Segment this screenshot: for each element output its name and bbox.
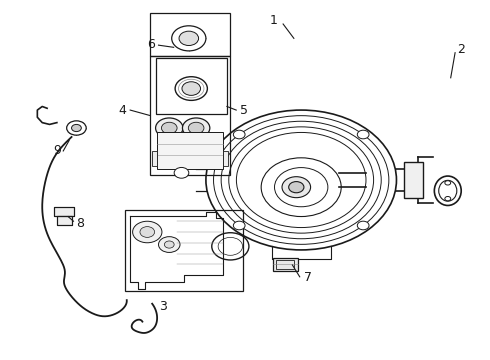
- Circle shape: [161, 122, 177, 134]
- Circle shape: [175, 77, 207, 100]
- Circle shape: [156, 118, 183, 138]
- Bar: [125, 211, 243, 291]
- Circle shape: [67, 121, 86, 135]
- Bar: [276, 260, 294, 269]
- Circle shape: [140, 226, 155, 237]
- Circle shape: [164, 241, 174, 248]
- Bar: [150, 13, 230, 56]
- Circle shape: [133, 221, 162, 243]
- Text: 7: 7: [303, 271, 312, 284]
- Circle shape: [357, 130, 369, 139]
- Circle shape: [188, 122, 204, 134]
- Circle shape: [289, 181, 304, 193]
- Circle shape: [159, 237, 180, 252]
- Bar: [404, 162, 423, 198]
- Text: 3: 3: [159, 300, 167, 313]
- Bar: [54, 207, 74, 216]
- Circle shape: [282, 177, 311, 198]
- Circle shape: [233, 221, 245, 230]
- Bar: [157, 132, 223, 169]
- Bar: [156, 58, 227, 114]
- Bar: [152, 151, 157, 166]
- Bar: [150, 56, 230, 175]
- Circle shape: [233, 130, 245, 139]
- Circle shape: [179, 31, 198, 45]
- Circle shape: [445, 181, 451, 185]
- Circle shape: [357, 221, 369, 230]
- Circle shape: [182, 118, 210, 138]
- Circle shape: [445, 197, 451, 201]
- Text: 4: 4: [118, 104, 126, 117]
- Bar: [273, 258, 298, 271]
- Text: 6: 6: [147, 38, 155, 51]
- Circle shape: [172, 26, 206, 51]
- Circle shape: [212, 233, 249, 260]
- Text: 5: 5: [240, 104, 248, 117]
- Circle shape: [182, 82, 200, 95]
- Text: 1: 1: [270, 14, 277, 27]
- Text: 8: 8: [76, 217, 84, 230]
- Circle shape: [174, 167, 189, 178]
- Bar: [223, 151, 228, 166]
- Text: 9: 9: [53, 144, 61, 157]
- Bar: [57, 216, 72, 225]
- Text: 2: 2: [457, 42, 465, 55]
- Circle shape: [72, 125, 81, 132]
- Bar: [57, 216, 72, 225]
- Bar: [54, 207, 74, 216]
